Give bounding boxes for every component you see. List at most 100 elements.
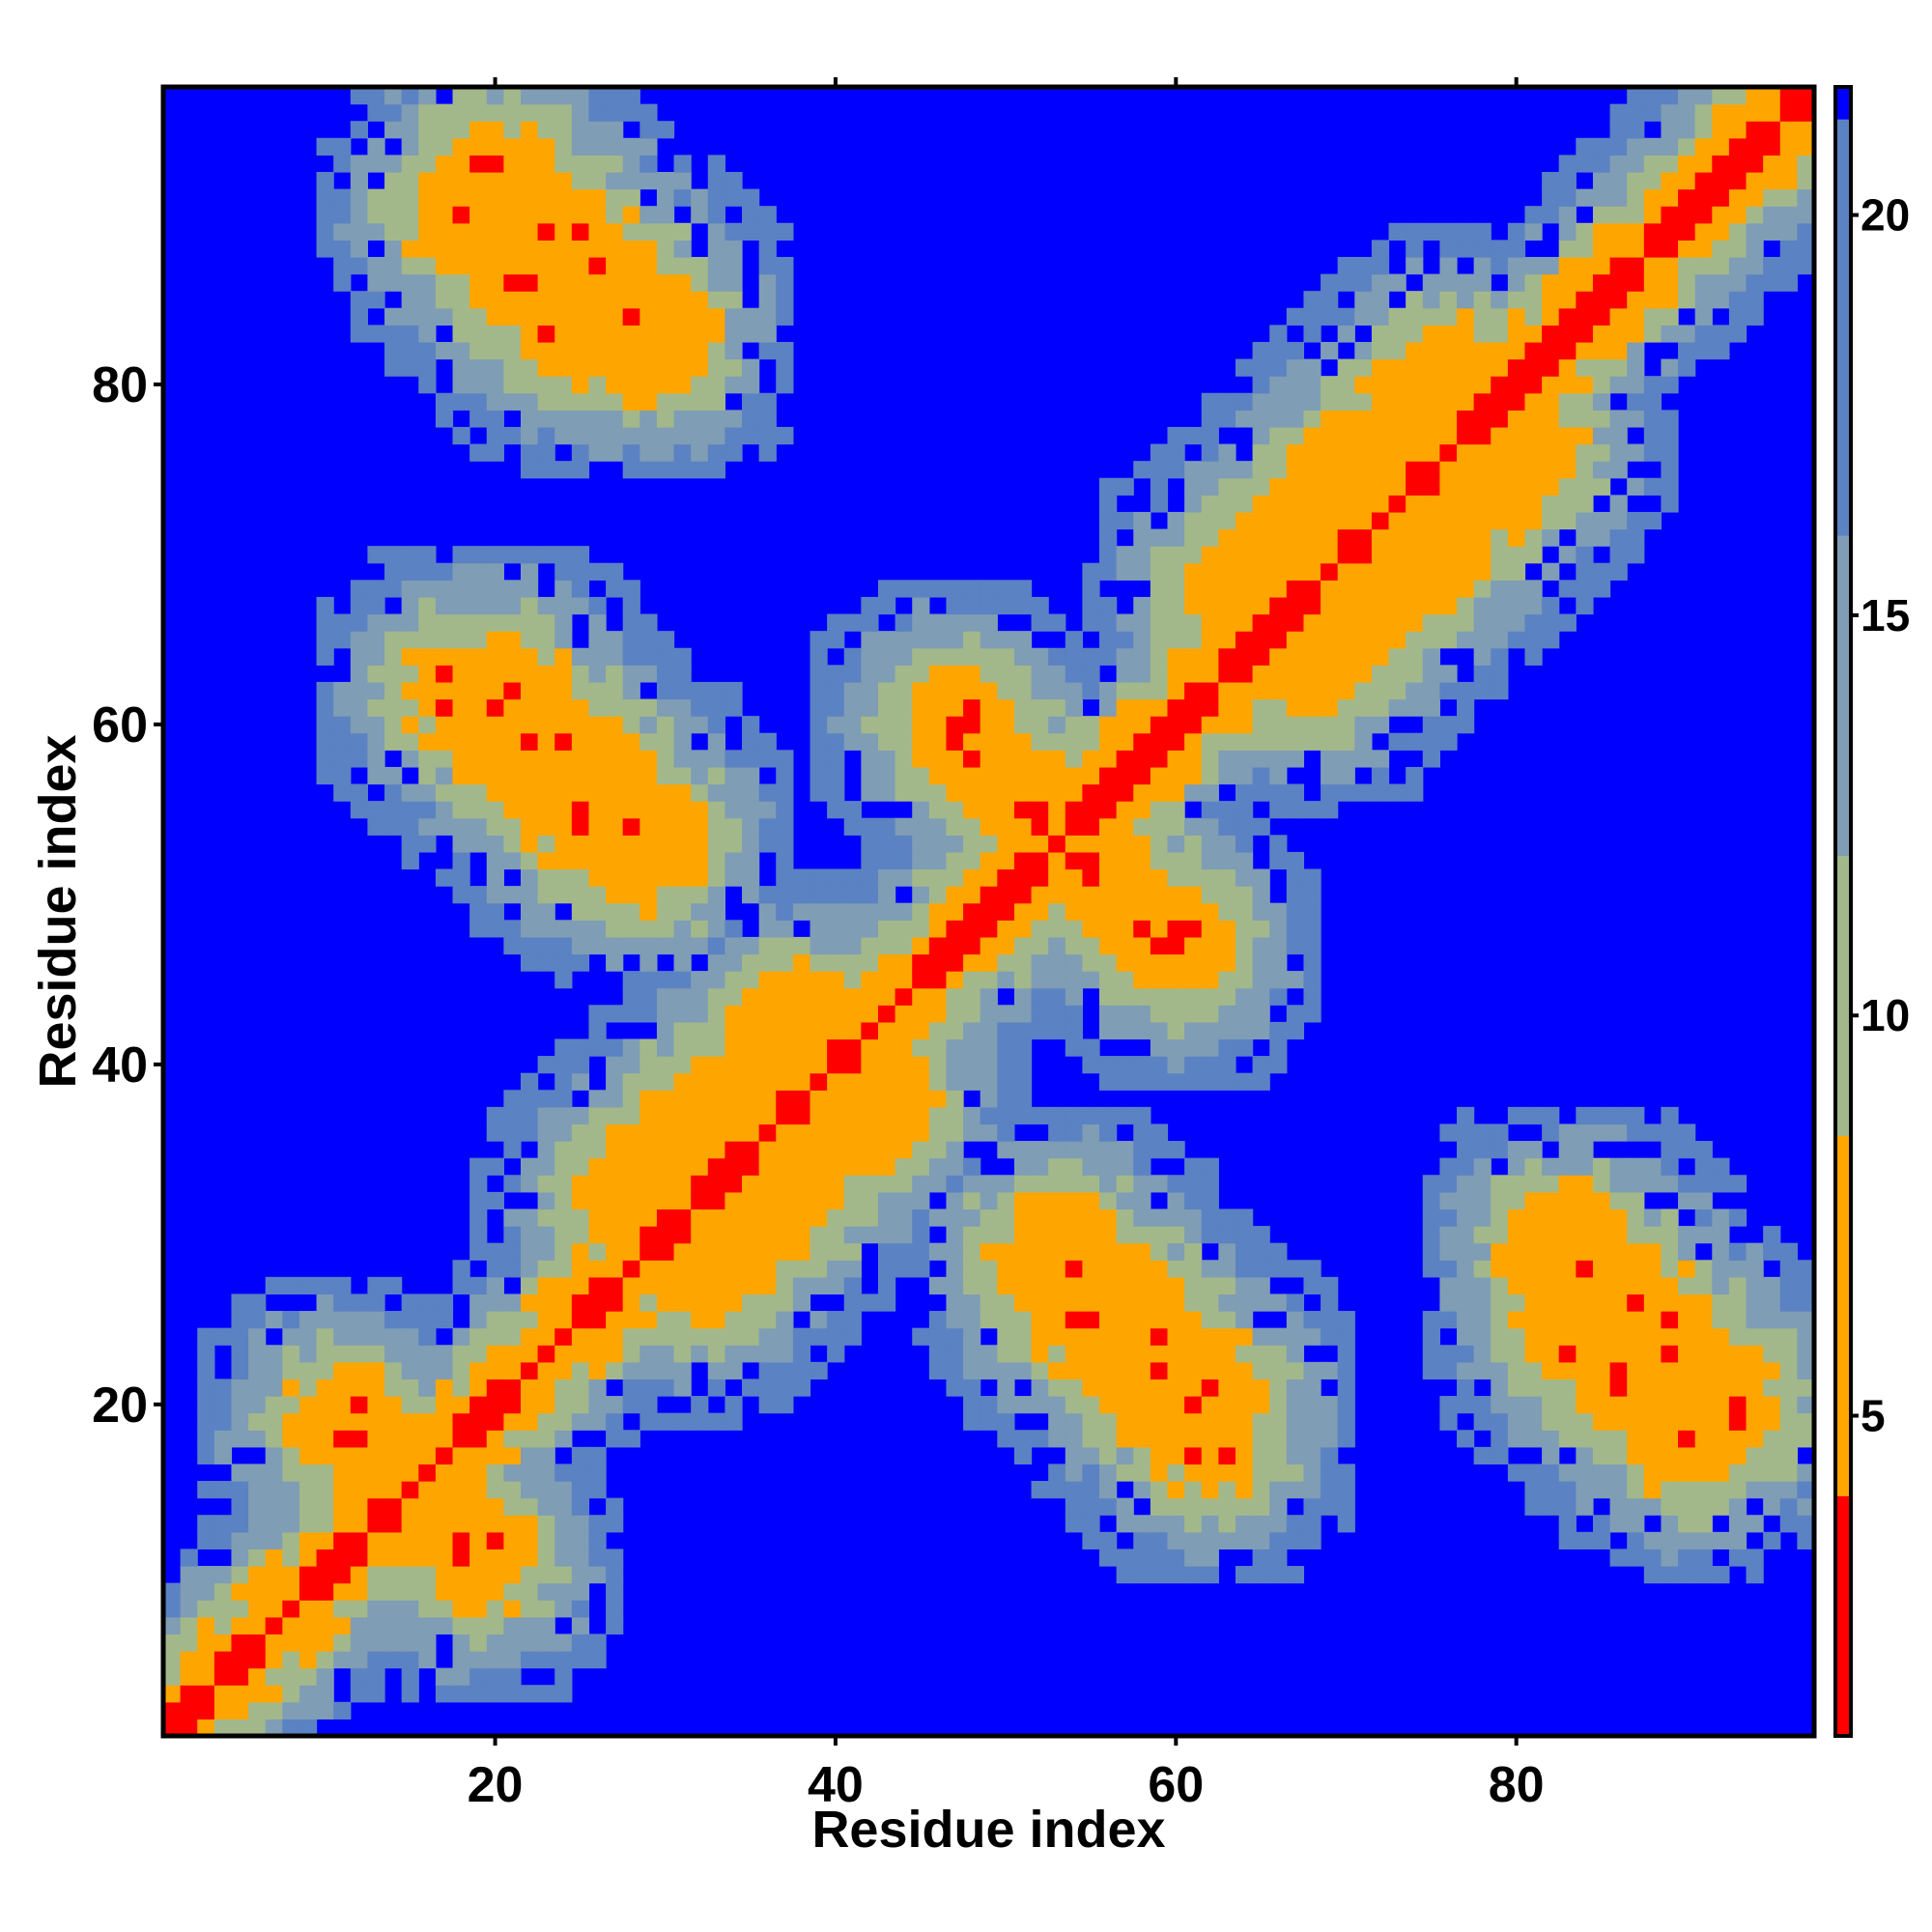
heatmap-cell — [1150, 1208, 1169, 1227]
heatmap-cell — [810, 1242, 828, 1261]
heatmap-cell — [980, 868, 998, 887]
heatmap-cell — [827, 750, 845, 768]
heatmap-cell — [861, 1106, 879, 1125]
heatmap-cell — [367, 1345, 385, 1363]
heatmap-cell — [1150, 1345, 1169, 1363]
heatmap-cell — [776, 358, 794, 377]
heatmap-cell — [1150, 1378, 1169, 1397]
heatmap-cell — [810, 1175, 828, 1193]
heatmap-cell — [1422, 477, 1440, 496]
heatmap-cell — [606, 868, 624, 887]
heatmap-cell — [724, 307, 743, 326]
heatmap-cell — [1457, 495, 1475, 513]
heatmap-cell — [520, 1582, 539, 1601]
heatmap-cell — [1507, 511, 1526, 530]
heatmap-cell — [622, 1293, 640, 1312]
heatmap-cell — [724, 750, 743, 768]
heatmap-cell — [1627, 358, 1645, 377]
heatmap-cell — [673, 953, 692, 972]
heatmap-cell — [639, 766, 658, 785]
heatmap-cell — [928, 647, 948, 666]
heatmap-cell — [350, 1446, 369, 1465]
heatmap-cell — [758, 1038, 777, 1057]
heatmap-cell — [248, 1293, 267, 1312]
heatmap-cell — [588, 341, 607, 360]
heatmap-cell — [265, 1651, 283, 1669]
heatmap-cell — [503, 358, 522, 377]
heatmap-cell — [1099, 766, 1118, 785]
heatmap-cell — [333, 1412, 352, 1431]
heatmap-cell — [724, 443, 743, 462]
heatmap-cell — [691, 902, 709, 921]
heatmap-cell — [1099, 817, 1118, 836]
heatmap-cell — [1524, 1106, 1543, 1125]
heatmap-cell — [1116, 613, 1134, 632]
heatmap-cell — [367, 631, 385, 649]
heatmap-cell — [1746, 103, 1764, 122]
heatmap-cell — [1678, 1515, 1696, 1533]
heatmap-cell — [571, 1276, 590, 1295]
heatmap-cell — [520, 681, 539, 700]
heatmap-cell — [1184, 1497, 1203, 1516]
heatmap-cell — [980, 1293, 998, 1312]
heatmap-cell — [1388, 273, 1406, 292]
heatmap-cell — [1252, 1463, 1270, 1482]
heatmap-cell — [1354, 358, 1373, 377]
heatmap-cell — [997, 698, 1015, 717]
heatmap-cell — [1728, 1481, 1747, 1499]
heatmap-cell — [1779, 1446, 1798, 1465]
heatmap-cell — [606, 1515, 624, 1533]
heatmap-cell — [554, 716, 573, 734]
heatmap-cell — [861, 665, 879, 683]
heatmap-cell — [1524, 1481, 1543, 1499]
heatmap-cell — [980, 631, 998, 649]
heatmap-cell — [861, 987, 879, 1006]
heatmap-cell — [877, 783, 896, 802]
heatmap-cell — [486, 1191, 504, 1210]
heatmap-cell — [912, 766, 930, 785]
heatmap-cell — [639, 155, 658, 173]
heatmap-cell — [1303, 358, 1321, 377]
heatmap-cell — [1048, 1123, 1066, 1142]
heatmap-cell — [1235, 886, 1254, 904]
heatmap-cell — [639, 1396, 658, 1414]
heatmap-cell — [1576, 273, 1594, 292]
heatmap-cell — [1627, 1242, 1645, 1261]
heatmap-cell — [1184, 1005, 1203, 1023]
heatmap-cell — [724, 1293, 743, 1312]
heatmap-cell — [1439, 665, 1458, 683]
heatmap-cell — [776, 1276, 794, 1295]
heatmap-cell — [1321, 1276, 1339, 1295]
heatmap-cell — [639, 1208, 658, 1227]
heatmap-cell — [1473, 528, 1492, 547]
heatmap-cell — [1779, 240, 1798, 258]
heatmap-cell — [1746, 240, 1764, 258]
heatmap-cell — [606, 1327, 624, 1346]
heatmap-cell — [486, 155, 504, 173]
heatmap-cell — [571, 307, 590, 326]
heatmap-cell — [827, 1038, 845, 1057]
heatmap-cell — [554, 461, 573, 479]
heatmap-cell — [946, 1226, 964, 1244]
heatmap-cell — [1558, 1378, 1577, 1397]
heatmap-cell — [776, 307, 794, 326]
heatmap-cell — [486, 1481, 504, 1499]
heatmap-cell — [1592, 426, 1611, 445]
heatmap-cell — [1133, 801, 1151, 819]
heatmap-cell — [316, 1361, 334, 1380]
heatmap-cell — [418, 171, 437, 190]
heatmap-cell — [503, 1226, 522, 1244]
heatmap-cell — [554, 188, 573, 207]
heatmap-cell — [1286, 477, 1305, 496]
heatmap-cell — [1422, 325, 1440, 343]
heatmap-cell — [622, 1157, 640, 1176]
heatmap-cell — [912, 647, 930, 666]
heatmap-cell — [1592, 392, 1611, 411]
heatmap-cell — [316, 1531, 334, 1550]
heatmap-cell — [963, 953, 981, 972]
heatmap-cell — [622, 307, 640, 326]
heatmap-cell — [1524, 528, 1543, 547]
heatmap-cell — [1576, 511, 1594, 530]
heatmap-cell — [554, 1651, 573, 1669]
heatmap-cell — [520, 87, 539, 105]
